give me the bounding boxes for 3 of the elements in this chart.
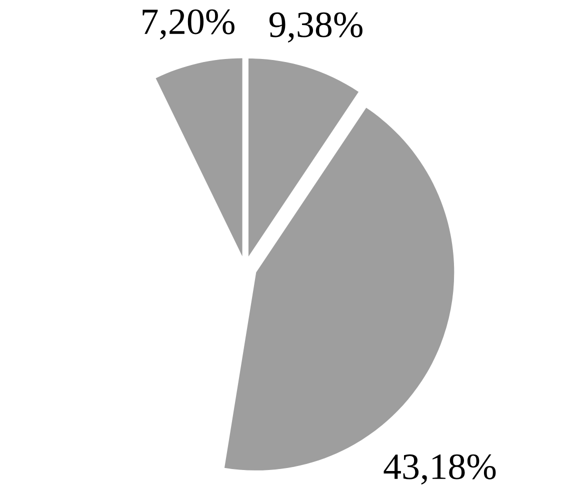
data-label: 9,38% — [269, 12, 362, 43]
data-label: 43,18% — [384, 454, 496, 485]
data-label: 7,20% — [142, 9, 234, 40]
